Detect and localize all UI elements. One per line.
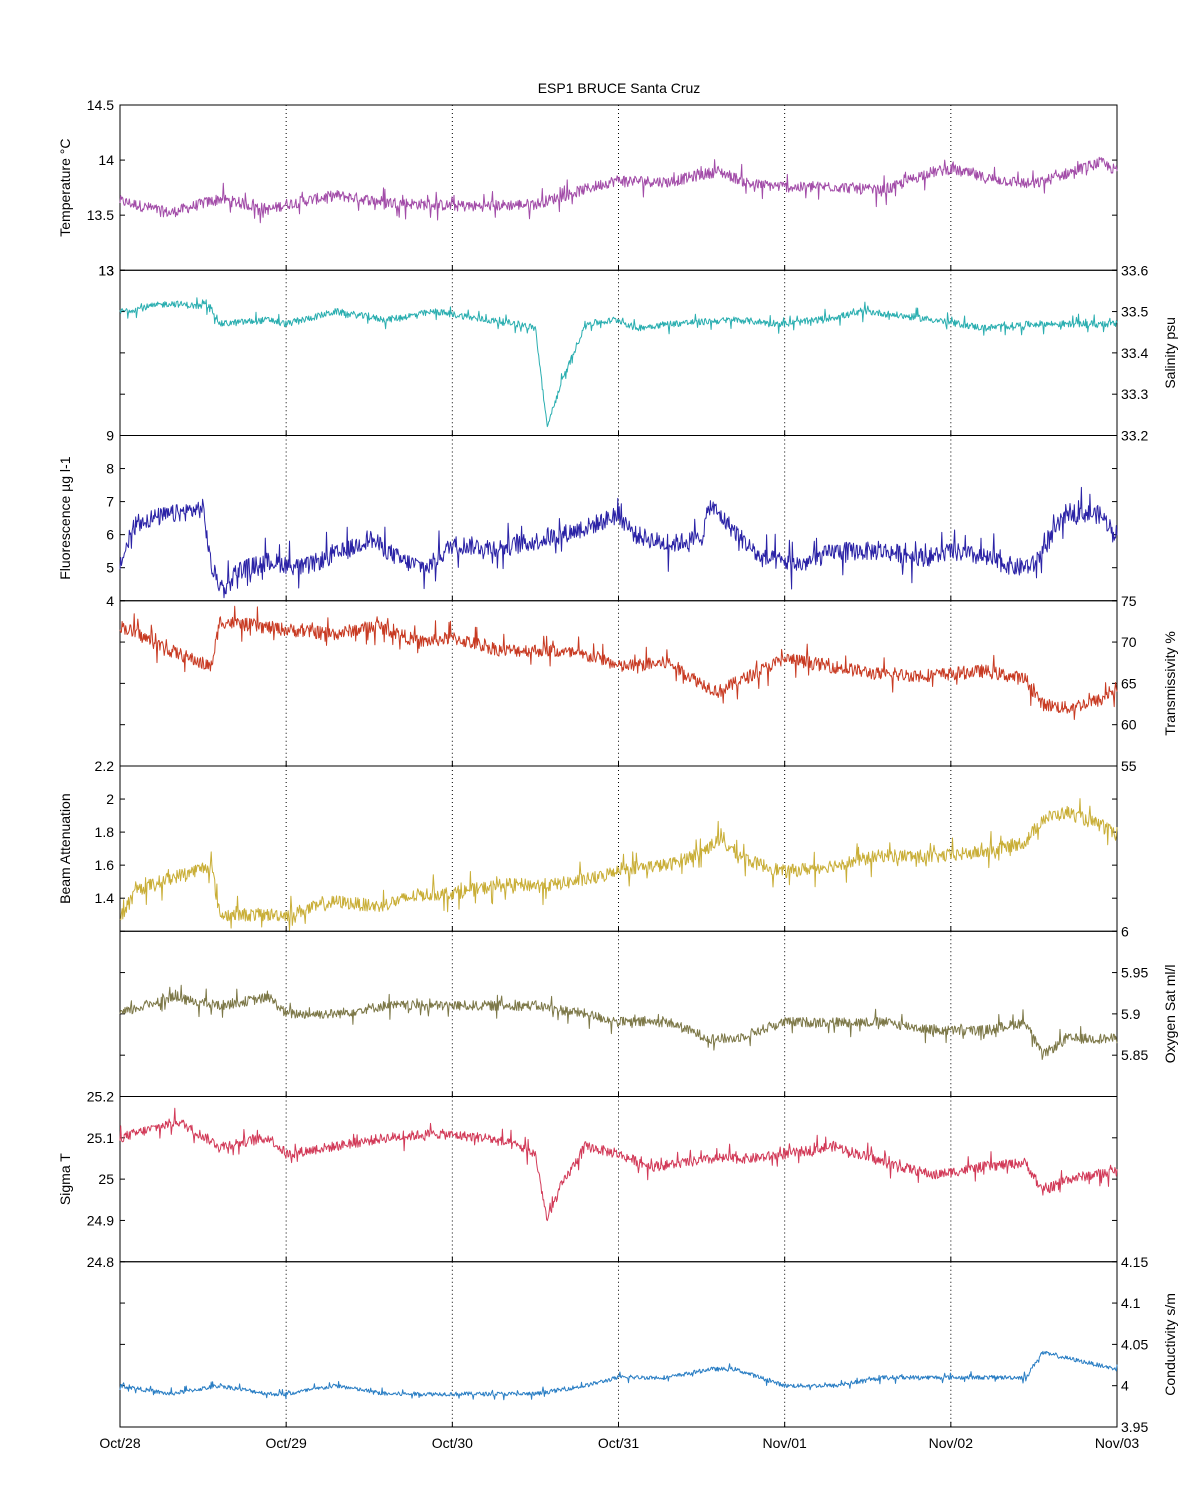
y-tick-label-top: 13: [98, 262, 114, 278]
y-tick-label: 55: [1121, 758, 1137, 774]
x-tick-label: Oct/31: [598, 1435, 639, 1451]
panel-8: 3.95 4 4.05 4.1 4.15 24.8 Conductivity s/m Oct/…: [87, 1254, 1178, 1451]
x-tick-label: Nov/02: [929, 1435, 974, 1451]
y-tick-label: 8: [106, 461, 114, 477]
y-axis-label: Beam Attenuation: [57, 793, 73, 904]
series-line: [119, 984, 1118, 1060]
y-tick-label: 4: [1121, 1378, 1129, 1394]
y-tick-label: 4.05: [1121, 1336, 1148, 1352]
y-tick-label: 4.1: [1121, 1295, 1141, 1311]
panel-3: 4 5 6 7 8 9 Fluorescence µg l-1: [57, 428, 1118, 609]
y-tick-label: 70: [1121, 634, 1137, 650]
series-line: [119, 605, 1118, 720]
panel-7: 24.9 25 25.1 25.2 Sigma T: [57, 1089, 1118, 1263]
x-tick-label: Oct/29: [266, 1435, 307, 1451]
y-tick-label: 2: [106, 791, 114, 807]
y-tick-label: 13: [98, 262, 114, 278]
series-line: [119, 1107, 1118, 1222]
y-tick-label: 1.8: [95, 824, 115, 840]
y-tick-label-top: 9: [106, 428, 114, 444]
series-line: [119, 798, 1118, 931]
y-tick-label: 33.3: [1121, 386, 1148, 402]
y-tick-label: 1.6: [95, 857, 115, 873]
x-tick-label: Nov/01: [762, 1435, 807, 1451]
y-axis-label: Salinity psu: [1162, 317, 1178, 389]
series-line: [119, 1350, 1118, 1401]
series-line: [119, 297, 1118, 428]
y-axis-label: Sigma T: [57, 1153, 73, 1205]
y-tick-label: 13.5: [87, 207, 114, 223]
y-tick-label: 25: [98, 1171, 114, 1187]
y-tick-label-top: 2.2: [95, 758, 115, 774]
y-tick-label: 5.9: [1121, 1006, 1141, 1022]
panel-4: 55 60 65 70 75 Transmissivity %: [119, 593, 1178, 774]
y-tick-label: 75: [1121, 593, 1137, 609]
panel-6: 5.85 5.9 5.95 6 Oxygen Sat ml/l: [119, 923, 1178, 1097]
series-line: [119, 486, 1118, 599]
y-tick-label-top: 24.8: [87, 1254, 114, 1270]
y-tick-label-top: 25.2: [87, 1089, 114, 1105]
y-tick-label: 6: [106, 527, 114, 543]
y-tick-label: 33.5: [1121, 304, 1148, 320]
y-tick-label: 1.4: [95, 890, 115, 906]
series-line: [119, 156, 1118, 224]
panel-2: 33.2 33.3 33.4 33.5 33.6 13 Salinity psu: [98, 262, 1178, 443]
y-axis-label: Conductivity s/m: [1162, 1293, 1178, 1396]
y-tick-label: 4: [106, 593, 114, 609]
y-tick-label: 33.6: [1121, 262, 1148, 278]
y-axis-label: Fluorescence µg l-1: [57, 456, 73, 579]
y-tick-label: 24.9: [87, 1212, 114, 1228]
y-tick-label: 7: [106, 494, 114, 510]
y-tick-label: 65: [1121, 675, 1137, 691]
y-tick-label: 14.5: [87, 97, 114, 113]
y-tick-label: 6: [1121, 923, 1129, 939]
y-axis-label: Temperature °C: [57, 139, 73, 237]
x-tick-label: Oct/30: [432, 1435, 473, 1451]
y-tick-label: 60: [1121, 717, 1137, 733]
y-axis-label: Oxygen Sat ml/l: [1162, 964, 1178, 1063]
y-axis-label: Transmissivity %: [1162, 631, 1178, 736]
x-tick-label: Nov/03: [1095, 1435, 1140, 1451]
y-tick-label: 5: [106, 560, 114, 576]
y-tick-label: 5.85: [1121, 1047, 1148, 1063]
y-tick-label: 5.95: [1121, 965, 1148, 981]
x-tick-label: Oct/28: [99, 1435, 140, 1451]
y-tick-label: 4.15: [1121, 1254, 1148, 1270]
y-tick-label: 25.1: [87, 1130, 114, 1146]
chart-title: ESP1 BRUCE Santa Cruz: [538, 80, 701, 96]
y-tick-label: 33.4: [1121, 345, 1148, 361]
y-tick-label: 33.2: [1121, 428, 1148, 444]
y-tick-label: 14: [98, 152, 114, 168]
y-tick-label: 3.95: [1121, 1419, 1148, 1435]
panel-5: 1.4 1.6 1.8 2 2.2 Beam Attenuation: [57, 758, 1118, 932]
panel-1: 13 13.5 14 14.5 Temperature °C: [57, 97, 1118, 278]
